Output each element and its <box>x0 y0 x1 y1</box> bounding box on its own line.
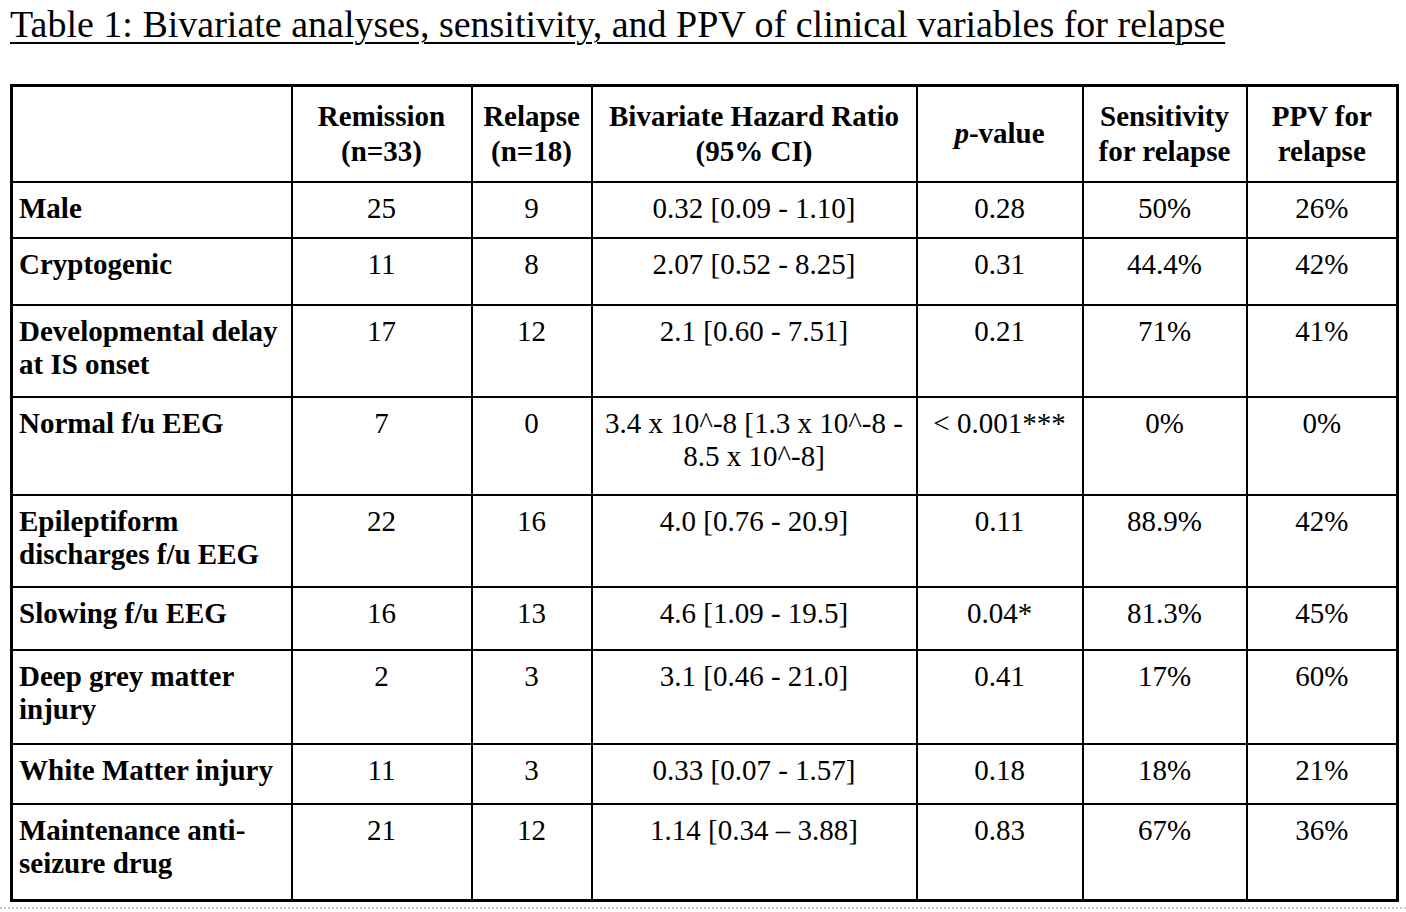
header-line: Sensitivity <box>1086 99 1244 134</box>
cell-hazard-ratio: 3.1 [0.46 - 21.0] <box>592 650 917 744</box>
header-line: (n=33) <box>295 134 469 169</box>
cell-sensitivity: 44.4% <box>1083 238 1247 305</box>
header-line: Bivariate Hazard Ratio <box>595 99 914 134</box>
header-row: Remission (n=33) Relapse (n=18) Bivariat… <box>12 86 1398 182</box>
table-title: Table 1: Bivariate analyses, sensitivity… <box>10 4 1225 46</box>
col-header-sensitivity: Sensitivity for relapse <box>1083 86 1247 182</box>
header-line: for relapse <box>1086 134 1244 169</box>
cell-ppv: 0% <box>1247 397 1398 495</box>
cell-remission: 11 <box>292 238 472 305</box>
cell-p-value: 0.21 <box>917 305 1083 397</box>
cell-relapse: 3 <box>472 744 592 804</box>
cell-relapse: 8 <box>472 238 592 305</box>
cell-ppv: 42% <box>1247 238 1398 305</box>
p-value-italic-p: p <box>954 117 969 149</box>
header-line: (95% CI) <box>595 134 914 169</box>
cell-ppv: 41% <box>1247 305 1398 397</box>
cell-relapse: 0 <box>472 397 592 495</box>
cell-sensitivity: 50% <box>1083 182 1247 238</box>
header-line: Relapse <box>475 99 589 134</box>
cell-remission: 11 <box>292 744 472 804</box>
cell-remission: 25 <box>292 182 472 238</box>
header-line: (n=18) <box>475 134 589 169</box>
col-header-ppv: PPV for relapse <box>1247 86 1398 182</box>
cell-ppv: 21% <box>1247 744 1398 804</box>
cell-p-value: 0.18 <box>917 744 1083 804</box>
table-row: Developmental delay at IS onset 17 12 2.… <box>12 305 1398 397</box>
cell-variable: Male <box>12 182 292 238</box>
cell-hazard-ratio: 1.14 [0.34 – 3.88] <box>592 804 917 901</box>
cell-hazard-ratio: 4.6 [1.09 - 19.5] <box>592 587 917 650</box>
cell-ppv: 42% <box>1247 495 1398 587</box>
table-row: Slowing f/u EEG 16 13 4.6 [1.09 - 19.5] … <box>12 587 1398 650</box>
cell-hazard-ratio: 2.07 [0.52 - 8.25] <box>592 238 917 305</box>
cell-variable: Epileptiform discharges f/u EEG <box>12 495 292 587</box>
cell-relapse: 9 <box>472 182 592 238</box>
header-line: PPV for <box>1250 99 1395 134</box>
col-header-hazard-ratio: Bivariate Hazard Ratio (95% CI) <box>592 86 917 182</box>
cell-remission: 22 <box>292 495 472 587</box>
cell-relapse: 13 <box>472 587 592 650</box>
cell-p-value: 0.31 <box>917 238 1083 305</box>
cell-variable: Deep grey matter injury <box>12 650 292 744</box>
cell-variable: Cryptogenic <box>12 238 292 305</box>
cell-sensitivity: 67% <box>1083 804 1247 901</box>
cell-hazard-ratio: 4.0 [0.76 - 20.9] <box>592 495 917 587</box>
cell-hazard-ratio: 0.33 [0.07 - 1.57] <box>592 744 917 804</box>
cell-variable: Maintenance anti-seizure drug <box>12 804 292 901</box>
col-header-relapse: Relapse (n=18) <box>472 86 592 182</box>
cell-remission: 16 <box>292 587 472 650</box>
cell-remission: 17 <box>292 305 472 397</box>
cell-variable: Slowing f/u EEG <box>12 587 292 650</box>
cell-sensitivity: 0% <box>1083 397 1247 495</box>
cell-p-value: 0.28 <box>917 182 1083 238</box>
header-line: Remission <box>295 99 469 134</box>
cell-hazard-ratio: 3.4 x 10^-8 [1.3 x 10^-8 - 8.5 x 10^-8] <box>592 397 917 495</box>
cell-hazard-ratio: 2.1 [0.60 - 7.51] <box>592 305 917 397</box>
cell-hazard-ratio: 0.32 [0.09 - 1.10] <box>592 182 917 238</box>
table-row: Male 25 9 0.32 [0.09 - 1.10] 0.28 50% 26… <box>12 182 1398 238</box>
page-edge-artifact <box>0 907 1406 909</box>
cell-ppv: 45% <box>1247 587 1398 650</box>
cell-variable: Developmental delay at IS onset <box>12 305 292 397</box>
col-header-variable <box>12 86 292 182</box>
cell-sensitivity: 71% <box>1083 305 1247 397</box>
table-row: Deep grey matter injury 2 3 3.1 [0.46 - … <box>12 650 1398 744</box>
cell-remission: 2 <box>292 650 472 744</box>
col-header-remission: Remission (n=33) <box>292 86 472 182</box>
cell-relapse: 12 <box>472 305 592 397</box>
cell-relapse: 12 <box>472 804 592 901</box>
table-row: Epileptiform discharges f/u EEG 22 16 4.… <box>12 495 1398 587</box>
table-row: Maintenance anti-seizure drug 21 12 1.14… <box>12 804 1398 901</box>
cell-p-value: 0.41 <box>917 650 1083 744</box>
table-row: Cryptogenic 11 8 2.07 [0.52 - 8.25] 0.31… <box>12 238 1398 305</box>
cell-sensitivity: 81.3% <box>1083 587 1247 650</box>
cell-p-value: 0.83 <box>917 804 1083 901</box>
cell-sensitivity: 18% <box>1083 744 1247 804</box>
cell-p-value: 0.04* <box>917 587 1083 650</box>
cell-variable: Normal f/u EEG <box>12 397 292 495</box>
clinical-variables-table: Remission (n=33) Relapse (n=18) Bivariat… <box>10 84 1399 902</box>
cell-ppv: 26% <box>1247 182 1398 238</box>
p-value-rest: -value <box>969 117 1045 149</box>
cell-p-value: 0.11 <box>917 495 1083 587</box>
cell-relapse: 3 <box>472 650 592 744</box>
cell-remission: 7 <box>292 397 472 495</box>
cell-ppv: 36% <box>1247 804 1398 901</box>
cell-remission: 21 <box>292 804 472 901</box>
cell-p-value: < 0.001*** <box>917 397 1083 495</box>
cell-relapse: 16 <box>472 495 592 587</box>
page: Table 1: Bivariate analyses, sensitivity… <box>0 0 1406 912</box>
cell-sensitivity: 17% <box>1083 650 1247 744</box>
col-header-p-value: p-value <box>917 86 1083 182</box>
table-row: Normal f/u EEG 7 0 3.4 x 10^-8 [1.3 x 10… <box>12 397 1398 495</box>
cell-ppv: 60% <box>1247 650 1398 744</box>
header-line: relapse <box>1250 134 1395 169</box>
table-row: White Matter injury 11 3 0.33 [0.07 - 1.… <box>12 744 1398 804</box>
cell-sensitivity: 88.9% <box>1083 495 1247 587</box>
cell-variable: White Matter injury <box>12 744 292 804</box>
